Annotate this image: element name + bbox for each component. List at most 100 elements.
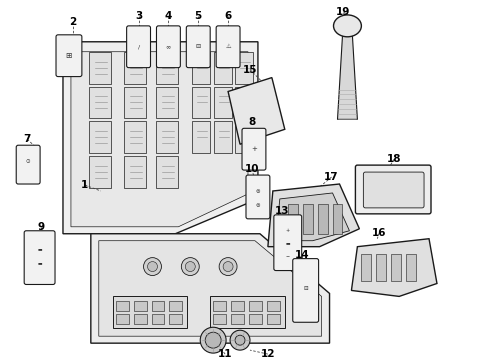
Text: +: +	[251, 146, 257, 152]
Text: ⊟: ⊟	[196, 44, 201, 49]
Bar	[123, 156, 146, 188]
Bar	[333, 204, 343, 234]
Polygon shape	[63, 42, 258, 234]
Circle shape	[200, 327, 226, 353]
Bar	[231, 314, 244, 324]
Bar	[89, 52, 111, 84]
FancyBboxPatch shape	[274, 215, 302, 271]
Circle shape	[144, 258, 161, 275]
Text: 13: 13	[274, 206, 289, 216]
Bar	[89, 121, 111, 153]
Polygon shape	[99, 241, 321, 336]
Text: /: /	[138, 44, 140, 49]
Circle shape	[147, 262, 157, 271]
Text: 18: 18	[387, 154, 401, 164]
Text: ⊜: ⊜	[256, 203, 260, 208]
Bar	[134, 301, 147, 311]
Text: 6: 6	[224, 11, 232, 21]
Bar	[213, 301, 226, 311]
Circle shape	[205, 332, 221, 348]
Polygon shape	[268, 184, 359, 247]
Text: +: +	[286, 228, 290, 233]
Bar	[267, 301, 280, 311]
Text: 10: 10	[245, 164, 259, 174]
Bar	[123, 86, 146, 118]
Bar	[249, 301, 262, 311]
FancyBboxPatch shape	[242, 128, 266, 170]
Bar	[192, 86, 210, 118]
Polygon shape	[276, 193, 349, 241]
Bar	[116, 314, 128, 324]
Text: 3: 3	[135, 11, 142, 21]
FancyBboxPatch shape	[186, 26, 210, 68]
Text: 17: 17	[324, 172, 339, 182]
Text: 14: 14	[294, 249, 309, 260]
Bar	[123, 52, 146, 84]
Text: ▬: ▬	[286, 240, 290, 245]
Ellipse shape	[334, 15, 362, 37]
Text: 16: 16	[372, 228, 387, 238]
Polygon shape	[228, 78, 285, 144]
Bar	[156, 52, 178, 84]
Text: 11: 11	[218, 349, 232, 359]
FancyBboxPatch shape	[16, 145, 40, 184]
Bar	[235, 52, 253, 84]
Circle shape	[219, 258, 237, 275]
Bar	[362, 254, 371, 282]
FancyBboxPatch shape	[364, 172, 424, 208]
FancyBboxPatch shape	[56, 35, 82, 77]
Bar	[116, 301, 128, 311]
Bar	[214, 121, 232, 153]
Bar	[213, 314, 226, 324]
Bar	[249, 314, 262, 324]
Bar	[391, 254, 401, 282]
Text: ⊟: ⊟	[303, 286, 308, 291]
Polygon shape	[71, 52, 248, 227]
Polygon shape	[91, 234, 330, 343]
Text: 12: 12	[261, 349, 275, 359]
Text: 19: 19	[336, 7, 351, 17]
Text: ⚠: ⚠	[225, 44, 231, 49]
Bar	[267, 314, 280, 324]
Text: 4: 4	[165, 11, 172, 21]
Text: −: −	[286, 254, 290, 259]
Bar	[113, 296, 187, 328]
Bar	[231, 301, 244, 311]
Text: 2: 2	[69, 17, 76, 27]
Bar	[156, 121, 178, 153]
FancyBboxPatch shape	[126, 26, 150, 68]
Circle shape	[230, 330, 250, 350]
Bar	[303, 204, 313, 234]
Bar	[89, 86, 111, 118]
Bar	[376, 254, 386, 282]
FancyBboxPatch shape	[246, 175, 270, 219]
Text: 1: 1	[81, 180, 89, 190]
Bar	[89, 156, 111, 188]
Text: 7: 7	[24, 134, 31, 144]
Bar	[156, 156, 178, 188]
FancyBboxPatch shape	[156, 26, 180, 68]
Bar	[235, 86, 253, 118]
Circle shape	[235, 335, 245, 345]
Text: ⊜: ⊜	[256, 189, 260, 194]
Bar	[235, 121, 253, 153]
Bar	[214, 86, 232, 118]
Circle shape	[185, 262, 196, 271]
Bar	[156, 86, 178, 118]
Bar	[134, 314, 147, 324]
Bar	[170, 301, 182, 311]
Bar	[214, 52, 232, 84]
FancyBboxPatch shape	[24, 231, 55, 284]
FancyBboxPatch shape	[355, 165, 431, 214]
Circle shape	[223, 262, 233, 271]
FancyBboxPatch shape	[293, 258, 318, 322]
Bar	[123, 121, 146, 153]
Bar	[170, 314, 182, 324]
Bar	[151, 314, 165, 324]
Polygon shape	[351, 239, 437, 296]
Bar	[192, 121, 210, 153]
Bar	[210, 296, 285, 328]
Text: ∞: ∞	[166, 44, 171, 49]
Text: ▬: ▬	[37, 260, 42, 265]
Bar	[318, 204, 327, 234]
